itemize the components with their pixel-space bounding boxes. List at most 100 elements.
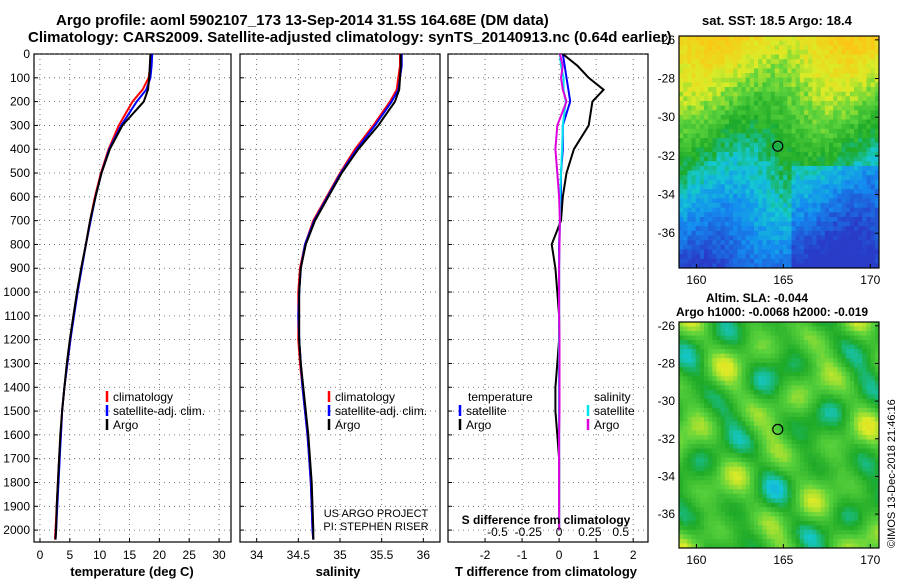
map-cell	[704, 502, 709, 508]
map-cell	[783, 358, 788, 364]
map-cell	[679, 254, 684, 260]
map-cell	[683, 96, 688, 102]
map-cell	[679, 538, 684, 544]
map-cell	[795, 142, 801, 148]
map-cell	[716, 493, 722, 499]
map-cell	[766, 216, 772, 223]
map-cell	[774, 502, 780, 508]
map-cell	[708, 398, 713, 404]
map-cell	[795, 326, 801, 332]
map-cell	[870, 193, 876, 199]
map-cell	[833, 152, 838, 158]
map-cell	[870, 184, 876, 190]
map-cell	[683, 216, 688, 223]
map-cell	[829, 54, 834, 60]
map-cell	[741, 221, 747, 227]
map-cell	[716, 235, 722, 241]
map-cell	[854, 244, 859, 250]
map-cell	[874, 216, 880, 223]
map-cell	[687, 221, 692, 227]
map-cell	[791, 216, 797, 223]
map-cell	[724, 49, 730, 56]
map-cell	[866, 421, 872, 427]
map-cell	[779, 385, 784, 391]
map-cell	[854, 45, 859, 51]
map-cell	[862, 40, 867, 46]
map-cell	[691, 484, 697, 490]
map-cell	[874, 128, 880, 134]
map-cell	[679, 77, 684, 83]
map-cell	[824, 353, 830, 359]
map-cell	[795, 471, 801, 477]
map-cell	[733, 371, 738, 377]
map-cell	[812, 439, 817, 445]
map-cell	[849, 322, 855, 328]
map-cell	[804, 124, 809, 130]
map-cell	[824, 407, 830, 413]
map-cell	[762, 466, 767, 472]
map-cell	[829, 502, 834, 508]
map-cell	[679, 263, 684, 269]
map-cell	[687, 407, 692, 413]
map-cell	[749, 371, 755, 377]
map-cell	[724, 430, 730, 436]
map-cell	[708, 371, 713, 377]
map-cell	[808, 240, 813, 246]
map-cell	[745, 212, 751, 218]
map-cell	[824, 516, 830, 522]
map-cell	[729, 82, 734, 88]
map-cell	[679, 322, 684, 328]
map-cell	[729, 175, 734, 181]
map-cell	[762, 489, 767, 495]
map-cell	[854, 489, 859, 495]
map-cell	[837, 203, 842, 209]
map-cell	[833, 439, 838, 445]
map-cell	[862, 91, 867, 97]
map-cell	[795, 263, 801, 269]
map-cell	[833, 212, 838, 218]
map-cell	[804, 520, 809, 526]
map-cell	[741, 36, 747, 42]
map-cell	[799, 412, 805, 418]
map-cell	[862, 430, 867, 436]
map-cell	[791, 263, 797, 269]
map-cell	[866, 156, 872, 162]
map-cell	[679, 216, 684, 223]
map-cell	[833, 49, 838, 56]
map-cell	[745, 340, 751, 346]
map-cell	[679, 480, 684, 486]
map-cell	[704, 462, 709, 468]
map-cell	[762, 235, 767, 241]
map-cell	[791, 507, 797, 513]
map-cell	[687, 416, 692, 422]
map-cell	[795, 389, 801, 395]
map-cell	[804, 412, 809, 418]
map-cell	[787, 430, 792, 436]
map-cell	[766, 152, 772, 158]
map-cell	[741, 538, 747, 544]
map-cell	[758, 110, 763, 116]
map-cell	[704, 147, 709, 153]
map-cell	[841, 331, 847, 337]
map-cell	[816, 371, 822, 377]
map-cell	[724, 87, 730, 93]
map-cell	[679, 249, 684, 255]
map-cell	[870, 156, 876, 162]
map-cell	[791, 105, 797, 111]
map-cell	[870, 226, 876, 232]
map-cell	[816, 54, 822, 60]
map-cell	[687, 398, 692, 404]
map-cell	[849, 326, 855, 332]
map-cell	[691, 507, 697, 513]
map-cell	[829, 367, 834, 373]
map-cell	[783, 45, 788, 51]
map-cell	[862, 480, 867, 486]
map-cell	[849, 119, 855, 125]
map-cell	[837, 165, 842, 172]
map-cell	[716, 156, 722, 162]
map-cell	[874, 156, 880, 162]
map-cell	[874, 226, 880, 232]
map-cell	[816, 466, 822, 472]
map-cell	[774, 221, 780, 227]
map-cell	[799, 142, 805, 148]
